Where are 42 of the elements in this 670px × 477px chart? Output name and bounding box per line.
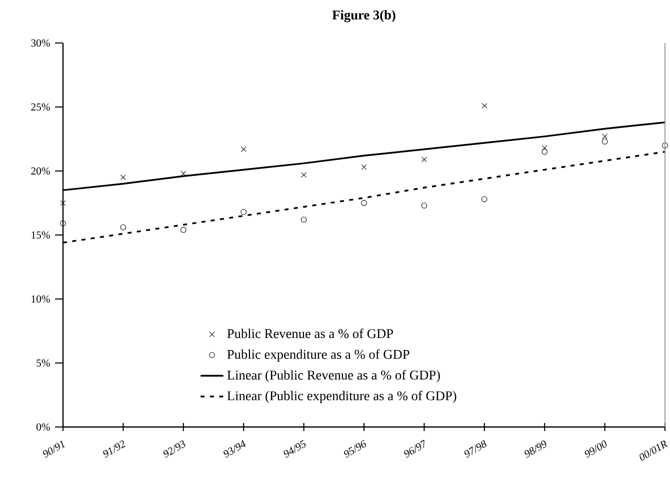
legend-label: Linear (Public expenditure as a % of GDP): [227, 390, 456, 404]
point: [60, 220, 66, 226]
point: [542, 145, 548, 151]
x-tick-label: 99/00: [584, 440, 606, 458]
x-tick-label: 98/99: [524, 440, 546, 458]
point: [60, 200, 66, 206]
point: [602, 134, 608, 140]
x-tick-label: 94/95: [284, 440, 306, 458]
y-tick-label: 0%: [36, 423, 50, 431]
point: [180, 170, 186, 176]
point: [421, 156, 427, 162]
y-tick-label: 5%: [36, 359, 50, 367]
y-tick-label: 20%: [31, 167, 50, 175]
point: [180, 226, 186, 233]
point: [421, 202, 428, 208]
point: [120, 224, 126, 230]
point: [662, 142, 668, 148]
point: [240, 209, 247, 215]
x-tick-label: 97/98: [464, 440, 486, 458]
x-tick-label: 95/96: [344, 440, 366, 458]
point: [300, 216, 307, 223]
legend-label: Linear (Public Revenue as a % of GDP): [227, 370, 440, 382]
y-tick-label: 10%: [32, 295, 50, 303]
point: [481, 196, 488, 202]
y-tick-label: 25%: [31, 103, 50, 111]
point: [361, 200, 367, 206]
point: [361, 164, 367, 170]
y-tick-label: 15%: [32, 231, 50, 239]
point: [120, 174, 126, 180]
x-tick-label: 90/91: [43, 440, 66, 458]
point: [240, 146, 246, 152]
legend-label: Public Revenue as a % of GDP: [227, 328, 393, 338]
point: [542, 148, 548, 155]
x-tick-label: 91/92: [103, 440, 126, 458]
point: [482, 102, 488, 108]
legend-label: Public expenditure as a % of GDP: [227, 349, 410, 362]
chart-title: Figure 3(b): [332, 10, 396, 22]
x-tick-label: 93/94: [224, 440, 246, 458]
x-tick-label: 92/93: [163, 440, 186, 458]
y-tick-label: 30%: [31, 39, 50, 47]
point: [602, 138, 608, 144]
point: [301, 172, 307, 178]
